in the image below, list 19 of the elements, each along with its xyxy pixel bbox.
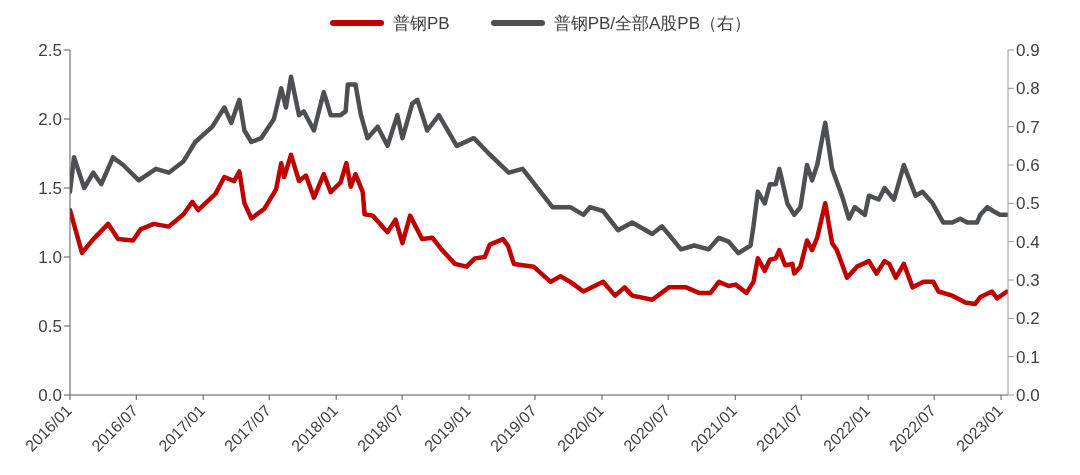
y2-tick-label: 0.4	[1016, 232, 1040, 252]
y2-tick-label: 0.9	[1016, 41, 1040, 61]
y2-tick-label: 0.8	[1016, 79, 1040, 99]
legend-label: 普钢PB/全部A股PB（右）	[553, 12, 752, 35]
y2-tick-label: 0.3	[1016, 271, 1040, 291]
line-series	[70, 152, 1008, 307]
y-tick-label: 1.0	[38, 248, 62, 268]
y-tick-label: 2.0	[38, 110, 62, 130]
y2-tick-label: 0.6	[1016, 156, 1040, 176]
y-tick-label: 2.5	[38, 41, 62, 61]
y-tick-label: 0.0	[38, 386, 62, 406]
y2-tick-label: 0.2	[1016, 309, 1040, 329]
y-tick-label: 1.5	[38, 179, 62, 199]
legend-label: 普钢PB	[392, 12, 450, 35]
y2-tick-label: 0.5	[1016, 194, 1040, 214]
y-tick-label: 0.5	[38, 317, 62, 337]
y2-tick-label: 0.0	[1016, 386, 1040, 406]
y2-tick-label: 0.7	[1016, 117, 1040, 137]
y2-tick-label: 0.1	[1016, 347, 1040, 367]
